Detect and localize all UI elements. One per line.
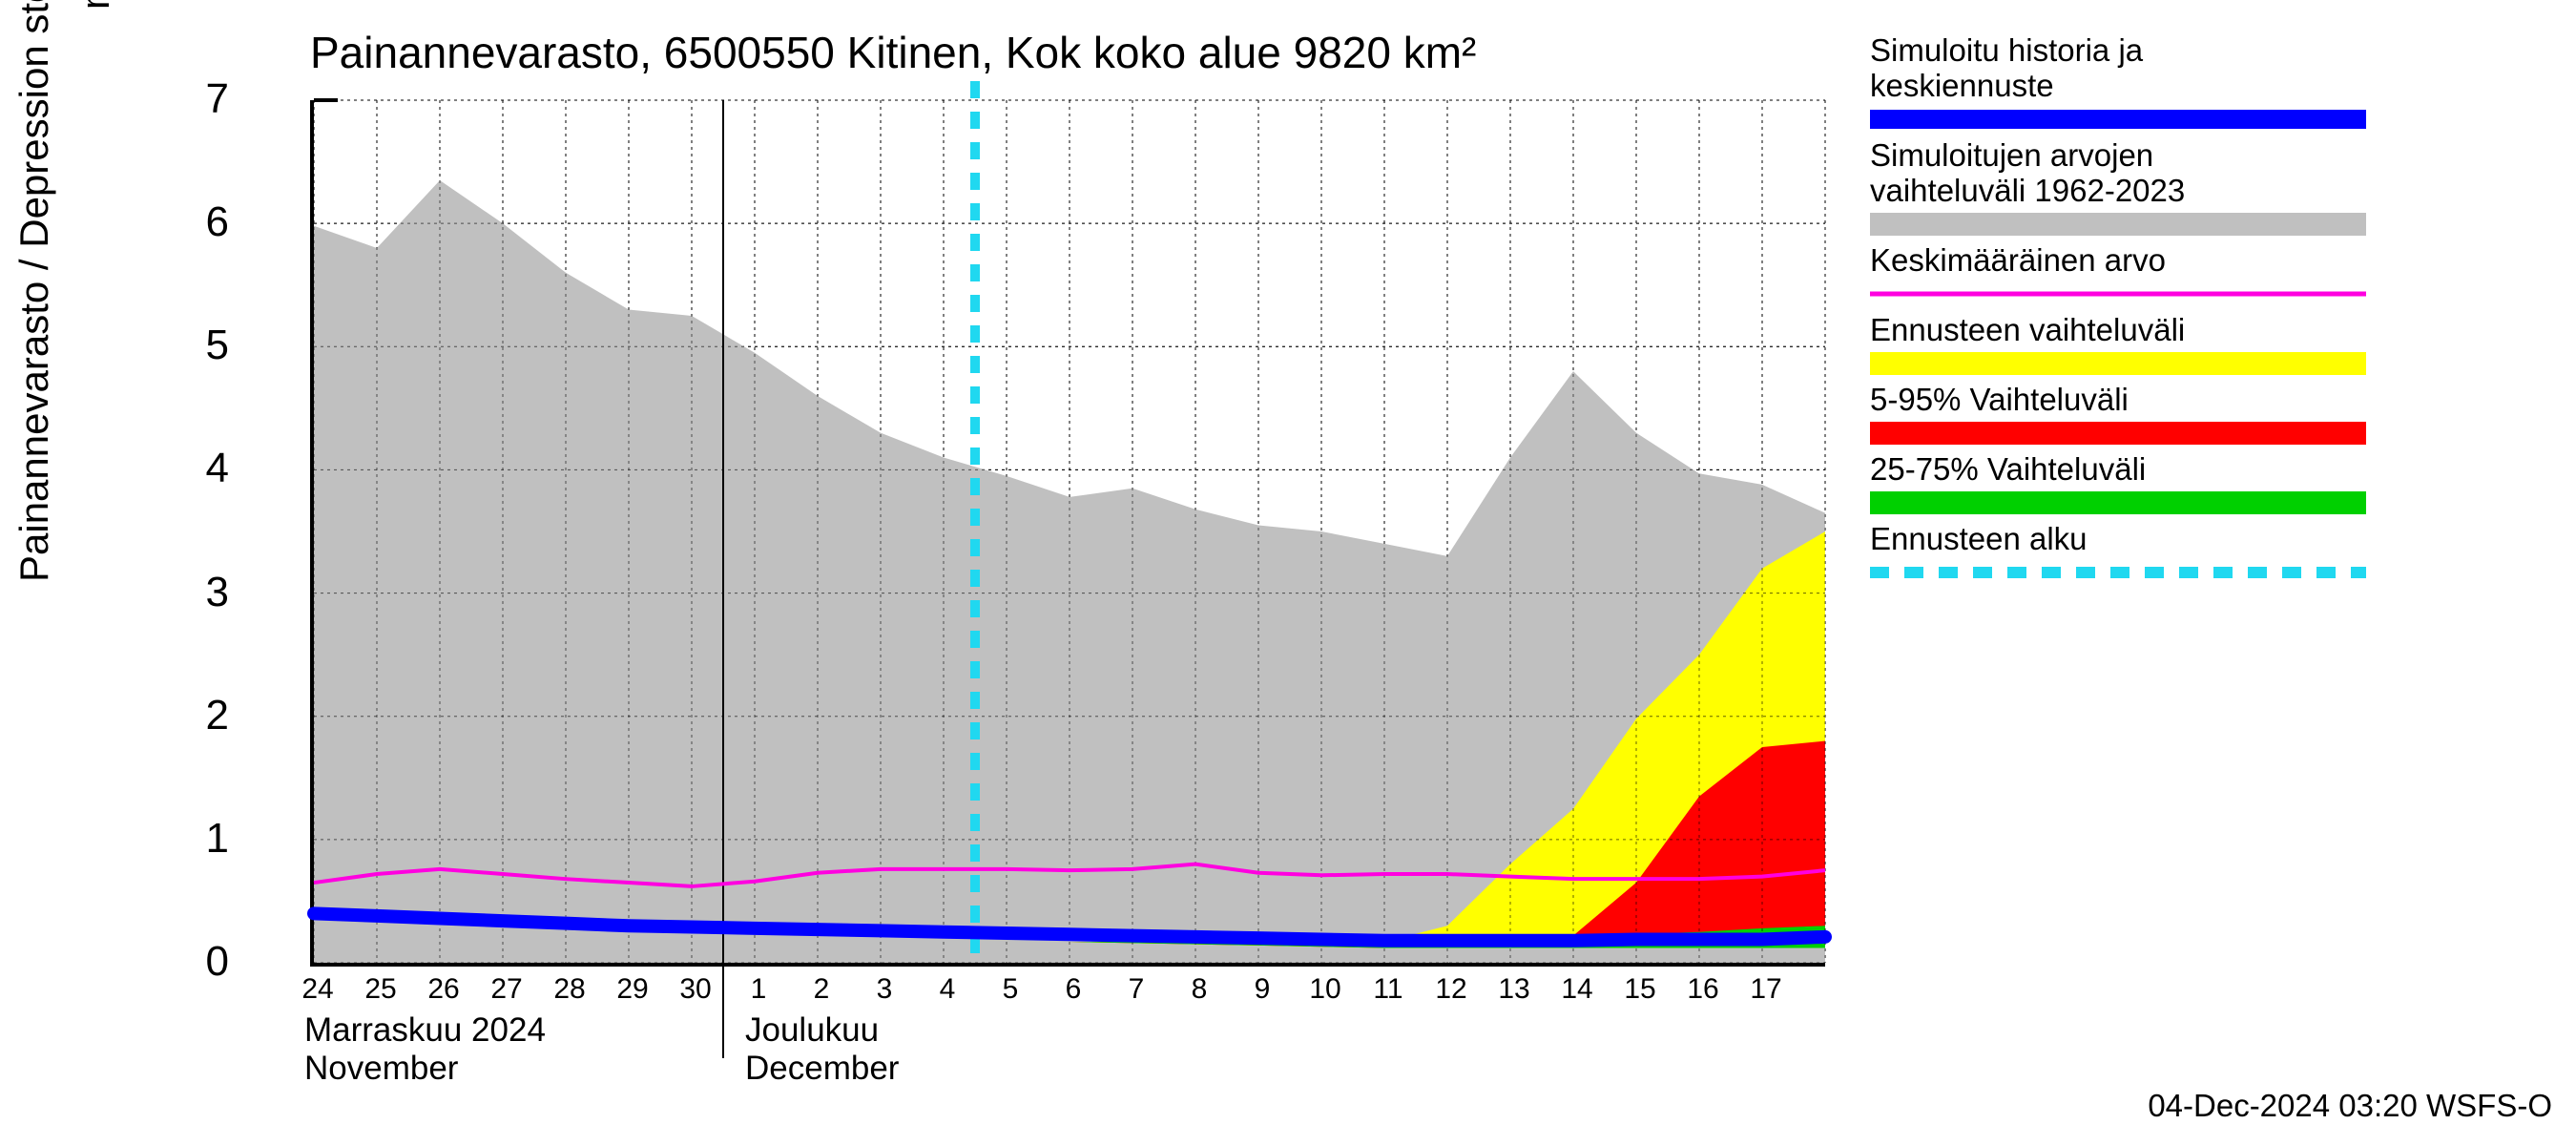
y-tick: 5: [172, 322, 229, 369]
legend-swatch: [1870, 561, 2366, 584]
legend-label: Keskimääräinen arvo: [1870, 243, 2366, 279]
legend-item: Simuloitujen arvojenvaihteluväli 1962-20…: [1870, 138, 2366, 236]
x-tick: 30: [679, 973, 711, 1006]
legend-label: Simuloitujen arvojenvaihteluväli 1962-20…: [1870, 138, 2366, 209]
x-tick: 29: [616, 973, 648, 1006]
x-tick: 4: [940, 973, 956, 1006]
legend-swatch: [1870, 213, 2366, 236]
legend-swatch: [1870, 108, 2366, 131]
legend-label: 25-75% Vaihteluväli: [1870, 452, 2366, 488]
y-axis-unit: mm: [73, 0, 118, 10]
legend-label: Ennusteen vaihteluväli: [1870, 313, 2366, 348]
y-tick: 0: [172, 938, 229, 986]
x-tick: 11: [1373, 973, 1402, 1006]
x-tick: 15: [1624, 973, 1655, 1006]
legend-item: Ennusteen vaihteluväli: [1870, 313, 2366, 375]
x-tick: 28: [553, 973, 585, 1006]
legend-swatch: [1870, 422, 2366, 445]
y-tick: 7: [172, 75, 229, 123]
legend-item: Simuloitu historia jakeskiennuste: [1870, 33, 2366, 131]
legend-item: Keskimääräinen arvo: [1870, 243, 2366, 305]
legend-swatch: [1870, 491, 2366, 514]
chart-title: Painannevarasto, 6500550 Kitinen, Kok ko…: [310, 27, 1476, 78]
x-tick: 13: [1498, 973, 1529, 1006]
plot-svg: [314, 100, 1825, 963]
x-tick: 14: [1561, 973, 1592, 1006]
x-tick: 5: [1003, 973, 1019, 1006]
y-tick: 4: [172, 445, 229, 492]
legend-label: Simuloitu historia jakeskiennuste: [1870, 33, 2366, 104]
y-tick: 6: [172, 198, 229, 246]
x-tick: 10: [1309, 973, 1340, 1006]
x-tick: 1: [751, 973, 767, 1006]
x-tick: 27: [490, 973, 522, 1006]
y-tick: 2: [172, 692, 229, 739]
y-axis-label: Painannevarasto / Depression storage: [11, 0, 57, 582]
x-tick: 17: [1750, 973, 1781, 1006]
legend-label: Ennusteen alku: [1870, 522, 2366, 557]
legend-swatch: [1870, 282, 2366, 305]
x-tick: 24: [301, 973, 333, 1006]
legend-item: 25-75% Vaihteluväli: [1870, 452, 2366, 514]
chart-container: Painannevarasto, 6500550 Kitinen, Kok ko…: [0, 0, 2576, 1145]
plot-area: [310, 100, 1825, 967]
legend: Simuloitu historia jakeskiennuste Simuloi…: [1870, 33, 2366, 592]
timestamp-footer: 04-Dec-2024 03:20 WSFS-O: [2148, 1088, 2552, 1124]
x-tick: 26: [427, 973, 459, 1006]
legend-item: Ennusteen alku: [1870, 522, 2366, 584]
x-tick: 6: [1066, 973, 1082, 1006]
month-label: JoulukuuDecember: [745, 1011, 899, 1089]
x-tick: 7: [1129, 973, 1145, 1006]
x-tick: 9: [1255, 973, 1271, 1006]
legend-swatch: [1870, 352, 2366, 375]
y-tick: 1: [172, 815, 229, 863]
x-tick: 8: [1192, 973, 1208, 1006]
y-tick: 3: [172, 569, 229, 616]
x-tick: 12: [1435, 973, 1466, 1006]
x-tick: 25: [364, 973, 396, 1006]
x-tick: 2: [814, 973, 830, 1006]
x-tick: 16: [1687, 973, 1718, 1006]
month-label: Marraskuu 2024November: [304, 1011, 546, 1089]
legend-label: 5-95% Vaihteluväli: [1870, 383, 2366, 418]
x-tick: 3: [877, 973, 893, 1006]
legend-item: 5-95% Vaihteluväli: [1870, 383, 2366, 445]
